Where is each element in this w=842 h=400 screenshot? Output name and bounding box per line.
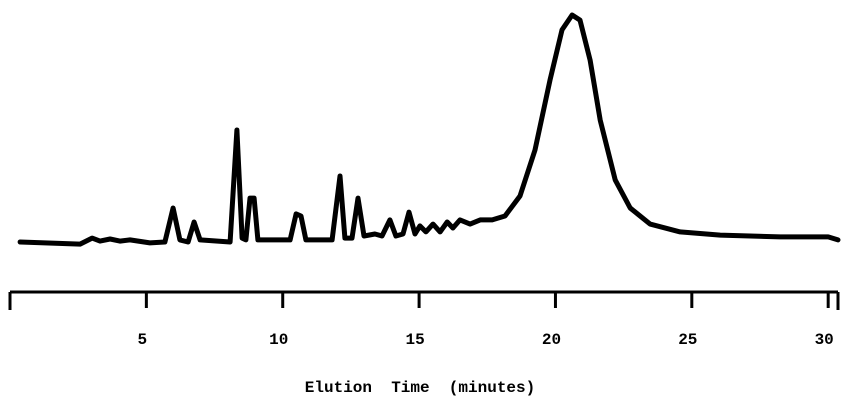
x-tick-label: 20 [542,331,561,349]
x-axis-label: Elution Time (minutes) [305,379,535,397]
signal-line [17,12,841,247]
x-tick-label: 5 [138,331,148,349]
x-tick-label: 10 [269,331,288,349]
x-tick-label: 25 [678,331,697,349]
x-tick-label: 15 [405,331,424,349]
x-tick-label: 30 [815,331,834,349]
